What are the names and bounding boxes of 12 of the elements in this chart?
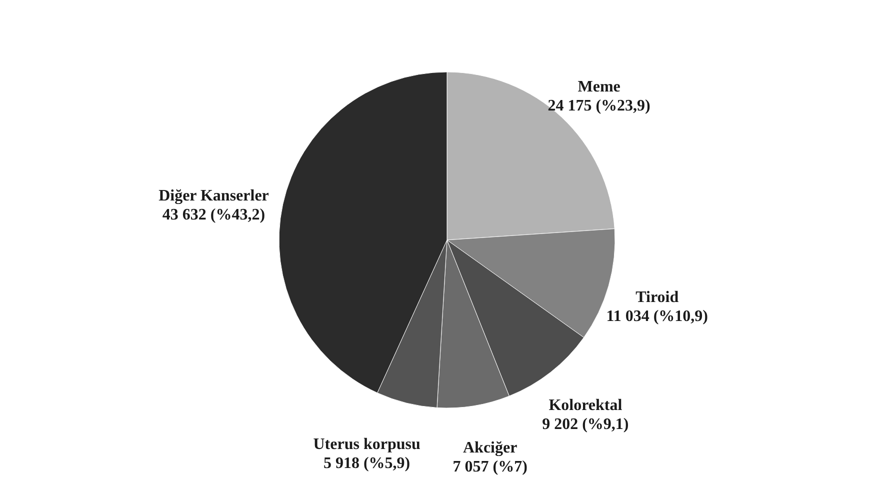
data-label: 11 034 (%10,9) bbox=[606, 308, 708, 326]
data-label: 24 175 (%23,9) bbox=[548, 98, 650, 115]
slice-label: Diğer Kanserler bbox=[158, 187, 269, 204]
data-label: 43 632 (%43,2) bbox=[162, 206, 266, 224]
slice-label: Tiroid bbox=[636, 289, 679, 306]
slice-label: Kolorektal bbox=[548, 397, 623, 414]
data-label: 9 202 (%9,1) bbox=[542, 416, 629, 434]
data-label: 7 057 (%7) bbox=[452, 458, 528, 476]
slice-label: Akciğer bbox=[463, 439, 518, 456]
slice-label: Uterus korpusu bbox=[313, 436, 420, 453]
slice-label: Meme bbox=[578, 78, 620, 96]
data-label: 5 918 (%5,9) bbox=[323, 454, 410, 472]
